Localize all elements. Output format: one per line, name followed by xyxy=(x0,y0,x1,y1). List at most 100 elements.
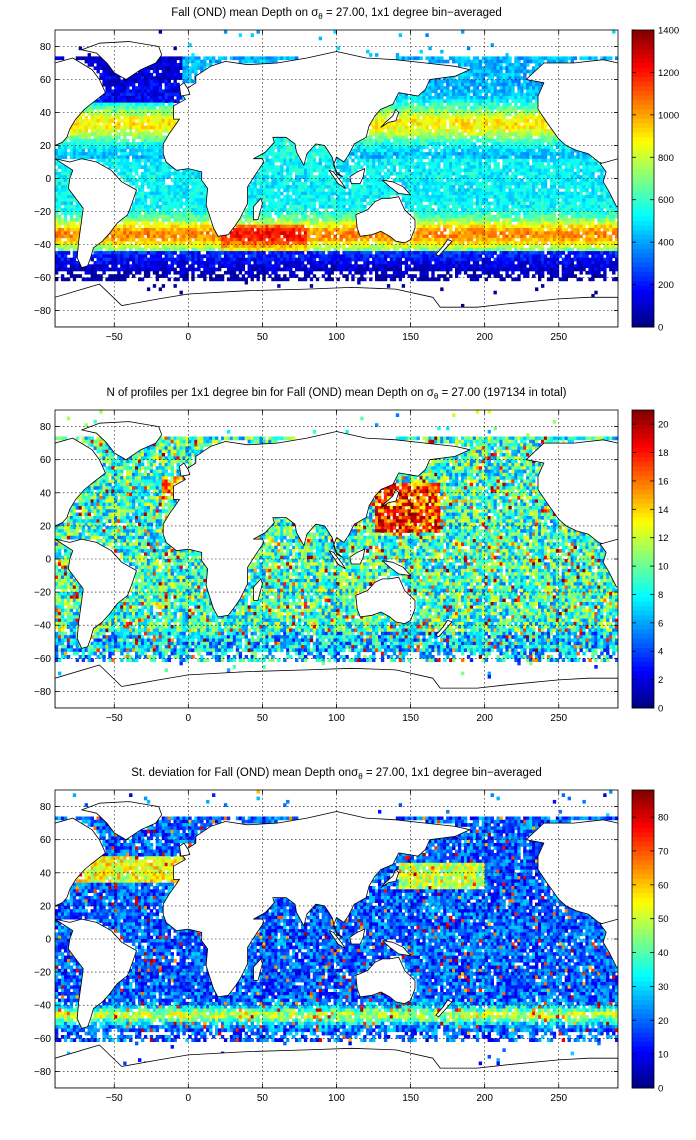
x-tick-label: 0 xyxy=(186,332,192,343)
landmass-eurasia-africa xyxy=(162,811,471,998)
landmass-new-guinea xyxy=(382,940,411,956)
y-tick-label: 20 xyxy=(40,141,52,152)
x-tick-label: 100 xyxy=(328,332,345,343)
y-tick-label: 0 xyxy=(45,174,51,185)
y-tick-label: −20 xyxy=(34,207,51,218)
y-tick-label: −80 xyxy=(34,1067,51,1078)
x-tick-label: 0 xyxy=(186,1093,192,1104)
x-tick-label: 200 xyxy=(476,332,493,343)
x-tick-label: 250 xyxy=(550,713,567,724)
x-tick-label: 150 xyxy=(402,332,419,343)
x-tick-label: −50 xyxy=(106,713,123,724)
y-tick-label: 80 xyxy=(40,802,52,813)
x-tick-label: 50 xyxy=(257,713,269,724)
chart-panel-1: Fall (OND) mean Depth on σθ = 27.00, 1x1… xyxy=(34,7,679,343)
y-tick-label: 80 xyxy=(40,422,52,433)
grid xyxy=(55,30,618,327)
colorbar: 0 2 4 6 8 10 12 14 16 18 20 xyxy=(631,409,669,715)
colorbar-tick-label: 10 xyxy=(658,1050,669,1061)
y-tick-label: 0 xyxy=(45,935,51,946)
colorbar-tick-label: 1000 xyxy=(658,110,679,121)
x-tick-label: 200 xyxy=(476,713,493,724)
colorbar-tick-label: 70 xyxy=(658,846,669,857)
heatmap-cells xyxy=(55,410,618,706)
landmass-greenland xyxy=(81,421,163,461)
landmass-new-zealand xyxy=(435,239,453,257)
y-tick-label: 20 xyxy=(40,521,52,532)
y-tick-label: 40 xyxy=(40,488,52,499)
landmass-south-america-east xyxy=(599,158,618,207)
y-tick-label: 60 xyxy=(40,75,52,86)
landmass-borneo xyxy=(349,168,366,184)
colorbar-tick-label: 50 xyxy=(658,914,669,925)
y-tick-label: 60 xyxy=(40,455,52,466)
x-tick-label: 200 xyxy=(476,1093,493,1104)
landmass-north-america xyxy=(55,57,106,146)
landmass-borneo xyxy=(349,548,366,565)
landmass-north-america xyxy=(55,817,106,907)
landmass-greenland xyxy=(81,801,163,841)
colorbar-tick-label: 0 xyxy=(658,1084,663,1095)
y-tick-label: 80 xyxy=(40,42,52,53)
landmass-australia xyxy=(355,576,416,624)
x-tick-label: 0 xyxy=(186,713,192,724)
grid xyxy=(55,410,618,708)
y-tick-label: 0 xyxy=(45,555,51,566)
x-tick-label: −50 xyxy=(106,1093,123,1104)
landmass-new-zealand xyxy=(435,619,453,638)
x-tick-label: 50 xyxy=(257,332,269,343)
chart-title: St. deviation for Fall (OND) mean Depth … xyxy=(131,767,541,781)
landmass-madagascar xyxy=(253,578,263,601)
landmass-eurasia-africa xyxy=(162,51,471,237)
colorbar: 0 10 20 30 40 50 60 70 80 xyxy=(631,789,669,1095)
grid xyxy=(55,790,618,1088)
colorbar-tick-label: 400 xyxy=(658,238,674,249)
colorbar: 0 200 400 600 800 1000 1200 1400 xyxy=(631,26,679,334)
landmass-japan xyxy=(380,108,400,128)
colorbar-tick-label: 1400 xyxy=(658,26,679,37)
landmass-madagascar xyxy=(253,197,263,221)
landmass-new-zealand xyxy=(435,999,453,1018)
landmass-australia xyxy=(355,196,416,244)
chart-title: N of profiles per 1x1 degree bin for Fal… xyxy=(107,387,567,401)
landmass-south-america-east xyxy=(599,538,618,588)
colorbar-tick-label: 12 xyxy=(658,533,669,544)
y-tick-label: −20 xyxy=(34,968,51,979)
y-tick-label: −80 xyxy=(34,687,51,698)
colorbar-tick-label: 20 xyxy=(658,420,669,431)
y-tick-label: 20 xyxy=(40,901,52,912)
landmass-australia xyxy=(355,956,416,1004)
landmass-sumatra xyxy=(328,550,346,570)
y-tick-label: −40 xyxy=(34,240,51,251)
x-tick-label: 50 xyxy=(257,1093,269,1104)
colorbar-tick-label: 20 xyxy=(658,1016,669,1027)
chart-panel-2: N of profiles per 1x1 degree bin for Fal… xyxy=(34,387,669,724)
landmass-south-america xyxy=(55,158,137,268)
colorbar-tick-label: 80 xyxy=(658,813,669,824)
chart-title: Fall (OND) mean Depth on σθ = 27.00, 1x1… xyxy=(171,7,502,21)
x-tick-label: 100 xyxy=(328,713,345,724)
landmass-south-america xyxy=(55,538,137,649)
heatmap-cells xyxy=(55,30,618,325)
landmass-japan xyxy=(380,489,400,509)
landmass-antarctica xyxy=(55,283,618,327)
x-tick-label: 250 xyxy=(550,1093,567,1104)
chart-panel-3: St. deviation for Fall (OND) mean Depth … xyxy=(34,767,669,1104)
colorbar-tick-label: 800 xyxy=(658,153,674,164)
colorbar-tick-label: 16 xyxy=(658,476,669,487)
y-tick-label: −40 xyxy=(34,621,51,632)
colorbar-tick-label: 30 xyxy=(658,982,669,993)
x-tick-label: −50 xyxy=(106,332,123,343)
landmass-greenland xyxy=(81,41,163,80)
colorbar-tick-label: 8 xyxy=(658,590,663,601)
x-tick-label: 250 xyxy=(550,332,567,343)
colorbar-tick-label: 40 xyxy=(658,948,669,959)
y-tick-label: −60 xyxy=(34,654,51,665)
colorbar-tick-label: 18 xyxy=(658,448,669,459)
landmass-south-america-east xyxy=(599,918,618,968)
landmass-sumatra xyxy=(328,930,346,950)
colorbar-tick-label: 0 xyxy=(658,323,663,334)
y-tick-label: 60 xyxy=(40,835,52,846)
landmass-borneo xyxy=(349,928,366,945)
